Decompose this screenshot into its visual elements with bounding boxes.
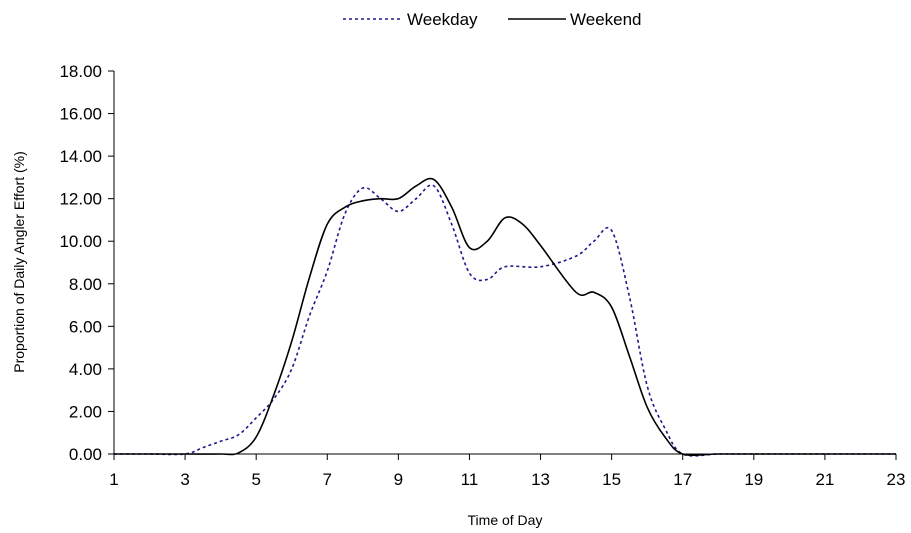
y-tick-label: 16.00	[59, 105, 102, 124]
legend-label-weekend: Weekend	[570, 10, 642, 29]
series-layer	[113, 177, 896, 457]
y-tick-label: 6.00	[69, 317, 102, 336]
x-tick-label: 21	[815, 470, 834, 489]
y-axis-title: Proportion of Daily Angler Effort (%)	[11, 151, 27, 373]
x-tick-label: 15	[602, 470, 621, 489]
x-tick-label: 3	[180, 470, 189, 489]
y-tick-label: 4.00	[69, 360, 102, 379]
x-tick-label: 5	[251, 470, 260, 489]
axes	[113, 71, 896, 455]
y-tick-label: 14.00	[59, 147, 102, 166]
x-tick-label: 17	[673, 470, 692, 489]
x-tick-label: 9	[394, 470, 403, 489]
series-line-weekday	[113, 184, 896, 457]
series-line-weekend	[113, 177, 896, 457]
y-tick-label: 8.00	[69, 275, 102, 294]
x-tick-label: 13	[531, 470, 550, 489]
legend: Weekday Weekend	[343, 10, 642, 29]
x-tick-label: 23	[887, 470, 906, 489]
legend-label-weekday: Weekday	[407, 10, 478, 29]
x-tick-label: 7	[323, 470, 332, 489]
y-tick-label: 0.00	[69, 445, 102, 464]
y-tick-label: 18.00	[59, 62, 102, 81]
x-axis-title: Time of Day	[468, 512, 543, 528]
y-tick-label: 12.00	[59, 190, 102, 209]
x-tick-label: 1	[109, 470, 118, 489]
y-tick-label: 10.00	[59, 232, 102, 251]
y-axis-ticks: 0.00 2.00 4.00 6.00 8.00 10.00 12.00 14.00 16.00…	[59, 62, 114, 464]
x-tick-label: 19	[744, 470, 763, 489]
x-axis-ticks: 1 3 5 7 9 11 13 15 17 19 21 23	[109, 454, 905, 489]
x-tick-label: 11	[461, 470, 479, 489]
y-tick-label: 2.00	[69, 402, 102, 421]
